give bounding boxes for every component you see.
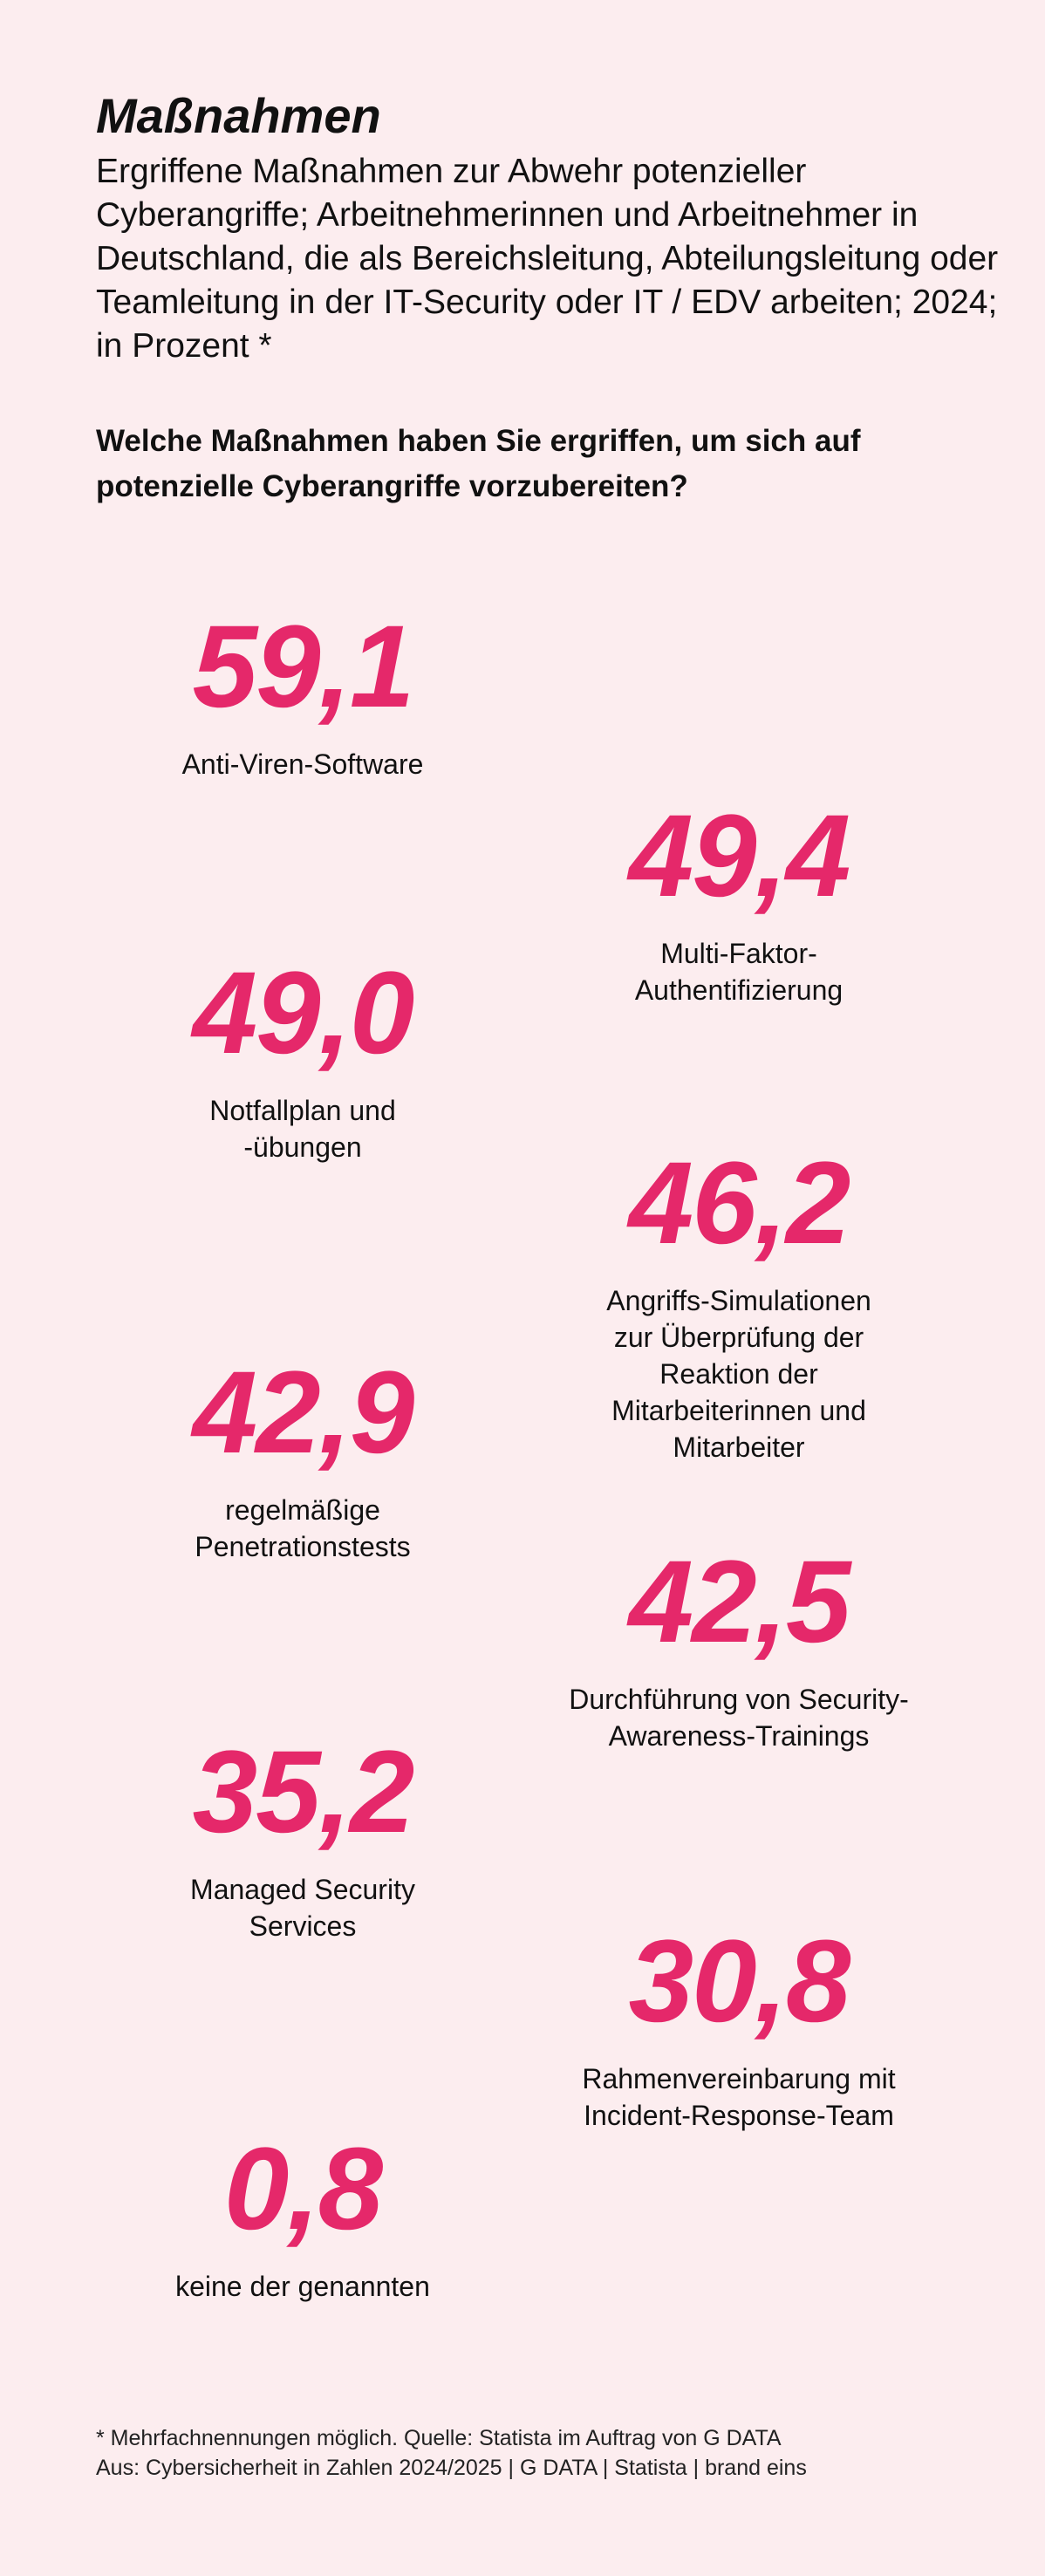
stat-value: 35,2	[192, 1727, 415, 1857]
stat-value: 42,9	[192, 1348, 415, 1478]
stat-value: 59,1	[192, 602, 415, 732]
header: Maßnahmen Ergriffene Maßnahmen zur Abweh…	[96, 87, 1003, 509]
footer: * Mehrfachnennungen möglich. Quelle: Sta…	[96, 2423, 807, 2483]
stat-label: Durchführung von Security- Awareness-Tra…	[569, 1684, 909, 1752]
stat-item-awareness-trainings: 42,5 Durchführung von Security- Awarenes…	[538, 1541, 939, 1754]
survey-question: Welche Maßnahmen haben Sie ergriffen, um…	[96, 424, 861, 503]
stat-item-keine: 0,8 keine der genannten	[102, 2128, 503, 2305]
stat-item-angriffs-simulationen: 46,2 Angriffs-Simulationen zur Überprüfu…	[538, 1143, 939, 1466]
stat-item-anti-viren: 59,1 Anti-Viren-Software	[102, 606, 503, 782]
stat-value: 30,8	[628, 1917, 851, 2046]
page-title: Maßnahmen	[96, 88, 381, 143]
stat-item-penetrationstests: 42,9 regelmäßige Penetrationstests	[102, 1352, 503, 1565]
stat-value: 42,5	[628, 1537, 851, 1667]
stat-value: 0,8	[223, 2124, 383, 2254]
stat-value: 46,2	[628, 1138, 851, 1268]
stat-label: regelmäßige Penetrationstests	[195, 1494, 411, 1562]
stat-item-managed-security: 35,2 Managed Security Services	[102, 1732, 503, 1944]
page-subtitle: Ergriffene Maßnahmen zur Abwehr potenzie…	[96, 153, 999, 365]
stat-label: Rahmenvereinbarung mit Incident-Response…	[582, 2063, 896, 2131]
stat-label: Anti-Viren-Software	[181, 748, 424, 780]
stat-item-mfa: 49,4 Multi-Faktor- Authentifizierung	[538, 796, 939, 1008]
stat-value: 49,0	[192, 948, 415, 1078]
stat-label: keine der genannten	[175, 2271, 430, 2302]
stat-item-incident-response: 30,8 Rahmenvereinbarung mit Incident-Res…	[538, 1921, 939, 2134]
stat-label: Managed Security Services	[190, 1874, 415, 1942]
source-note: Aus: Cybersicherheit in Zahlen 2024/2025…	[96, 2456, 807, 2480]
stat-label: Notfallplan und -übungen	[209, 1095, 396, 1163]
stat-value: 49,4	[628, 791, 851, 921]
footnote: * Mehrfachnennungen möglich. Quelle: Sta…	[96, 2426, 782, 2450]
stat-label: Multi-Faktor- Authentifizierung	[634, 938, 844, 1006]
stat-label: Angriffs-Simulationen zur Überprüfung de…	[606, 1285, 871, 1463]
stat-item-notfallplan: 49,0 Notfallplan und -übungen	[102, 953, 503, 1165]
